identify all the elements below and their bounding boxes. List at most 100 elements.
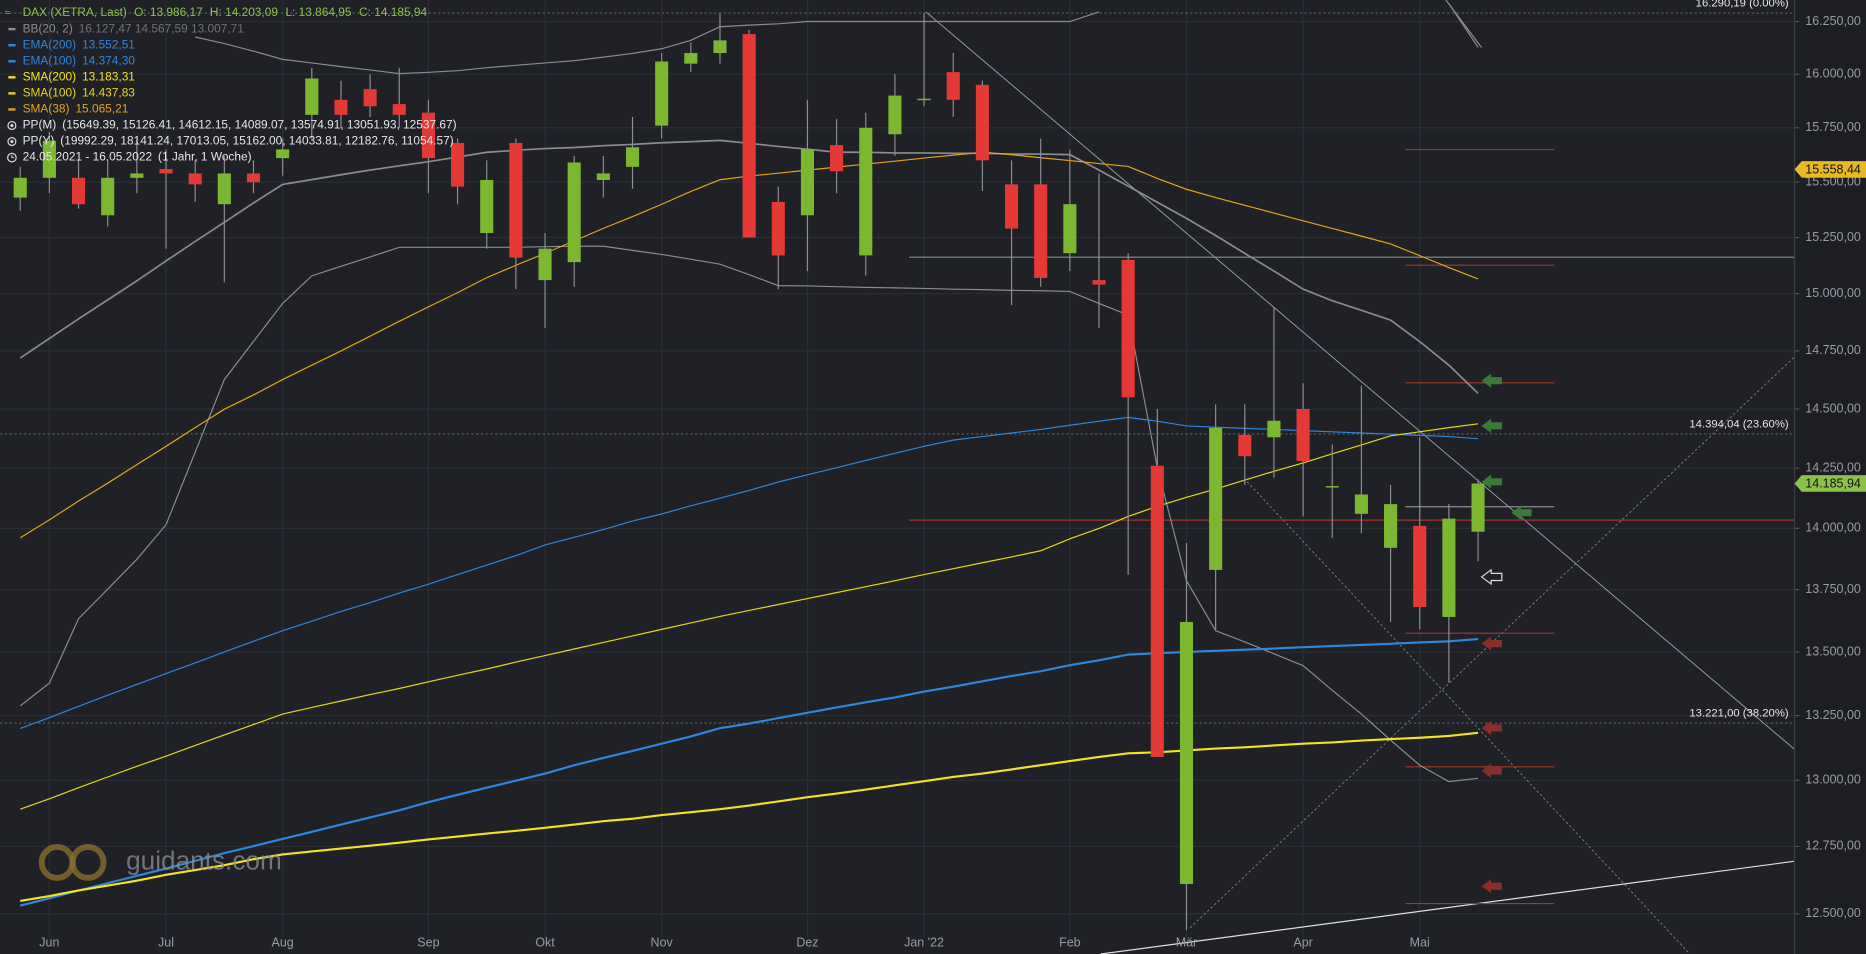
trend-line	[925, 11, 1795, 750]
candles	[13, 13, 1485, 931]
candle-body	[305, 78, 319, 115]
candle-body	[713, 40, 727, 54]
price-tag	[1794, 475, 1866, 492]
x-tick-label: Jan '22	[904, 936, 944, 950]
y-tick-label: 13.000,00	[1805, 773, 1861, 787]
legend-icon	[7, 152, 17, 163]
candle-body	[1121, 259, 1135, 398]
candle-body	[217, 173, 231, 205]
legend-name: SMA(200)	[23, 69, 77, 83]
legend-name: 24.05.2021 - 16.05.2022	[23, 150, 152, 164]
trend-line	[1246, 481, 1691, 954]
candle-body	[1354, 494, 1368, 514]
legend-value: 13.552,51	[82, 37, 135, 51]
ohlc-value: C: 14.185,94	[359, 5, 427, 19]
legend-name: SMA(38)	[23, 102, 70, 116]
x-tick-label: Apr	[1293, 936, 1312, 950]
arrow-icon	[1480, 568, 1503, 586]
candle-body	[392, 104, 406, 115]
candle-body	[1413, 525, 1427, 607]
candle-body	[625, 147, 640, 167]
candle-body	[71, 177, 86, 205]
x-tick-label: Nov	[651, 936, 674, 950]
legend-value: 14.374,30	[82, 53, 135, 67]
legend-name: BB(20, 2)	[23, 21, 73, 35]
x-tick-label: Jul	[158, 936, 174, 950]
bollinger-upper	[195, 3, 1479, 75]
candle-body	[42, 140, 56, 178]
x-tick-label: Feb	[1059, 936, 1081, 950]
legend-title: DAX (XETRA, Last)	[23, 5, 127, 19]
fib-label: 16.290,19 (0.00%)	[1696, 0, 1789, 10]
candle-body	[451, 142, 465, 187]
candle-body	[946, 72, 960, 100]
y-tick-label: 15.250,00	[1805, 230, 1861, 244]
candle-body	[1238, 434, 1252, 457]
arrow-icon	[1481, 720, 1502, 736]
x-tick-label: Dez	[796, 936, 818, 950]
watermark: guidants.com	[126, 845, 282, 875]
x-tick-label: Okt	[535, 936, 555, 950]
indicator-lines	[19, 3, 1479, 907]
legend-icon	[10, 123, 14, 128]
candle-body	[1325, 486, 1339, 488]
legend-value: 13.183,31	[82, 69, 135, 83]
logo-ring	[69, 843, 107, 881]
candle-body	[538, 248, 552, 281]
candle-body	[1267, 420, 1281, 438]
legend-value: (19992.29, 18141.24, 17013.05, 15162.00,…	[60, 134, 453, 148]
indicator-line	[20, 416, 1479, 730]
ohlc-value: L: 13.864,95	[285, 5, 351, 19]
arrow-icon	[1481, 763, 1502, 778]
candle-body	[888, 95, 902, 135]
candle-body	[567, 162, 581, 263]
arrow-icon	[1481, 636, 1502, 651]
candle-body	[509, 142, 523, 258]
y-tick-label: 14.750,00	[1805, 343, 1861, 357]
grid	[0, 0, 1795, 938]
bollinger-lower	[19, 245, 1479, 783]
candle-body	[1063, 204, 1077, 254]
candle-body	[1209, 427, 1223, 570]
legend-icon: ≈	[5, 8, 10, 19]
y-tick-label: 15.000,00	[1805, 286, 1861, 300]
candle-body	[742, 34, 756, 238]
candle-body	[363, 89, 377, 107]
x-tick-label: Aug	[272, 936, 294, 950]
legend-name: PP(Y)	[23, 134, 55, 148]
x-tick-label: Mai	[1410, 936, 1430, 950]
arrow-icon	[1481, 474, 1502, 489]
candle-body	[1034, 184, 1048, 278]
candle-body	[1150, 465, 1164, 757]
fib-label: 13.221,00 (38.20%)	[1689, 708, 1788, 720]
legend-name: EMA(200)	[23, 37, 77, 51]
candle-body	[334, 99, 348, 115]
legend-name: SMA(100)	[23, 86, 77, 100]
arrow-icon	[1481, 418, 1502, 433]
indicator-line	[19, 637, 1479, 907]
ohlc-value: H: 14.203,09	[210, 5, 278, 19]
legend-icon	[7, 137, 17, 147]
candle-body	[13, 177, 27, 198]
y-tick-label: 14.000,00	[1805, 521, 1861, 535]
price-tag-label: 15.558,44	[1805, 162, 1861, 176]
price-tag	[1794, 161, 1866, 178]
x-tick-label: Sep	[417, 936, 439, 950]
watermark-logo	[38, 843, 107, 881]
legend-name: EMA(100)	[23, 53, 77, 67]
legend: DAX (XETRA, Last) ≈ O: 13.986,17 H: 14.203,…	[5, 5, 457, 164]
candle-body	[130, 173, 144, 178]
y-tick-label: 13.500,00	[1805, 644, 1861, 658]
candle-body	[159, 169, 173, 174]
x-tick-label: Mär	[1176, 936, 1198, 950]
legend-icon	[7, 120, 17, 131]
candle-body	[101, 177, 115, 216]
price-tag-label: 14.185,94	[1805, 476, 1861, 490]
y-tick-label: 15.750,00	[1805, 120, 1861, 134]
legend-value: (1 Jahr, 1 Woche)	[158, 150, 252, 164]
candle-body	[830, 145, 844, 172]
arrow-icon	[1481, 373, 1502, 388]
y-tick-label: 12.500,00	[1805, 906, 1861, 920]
candle-body	[1004, 184, 1019, 229]
